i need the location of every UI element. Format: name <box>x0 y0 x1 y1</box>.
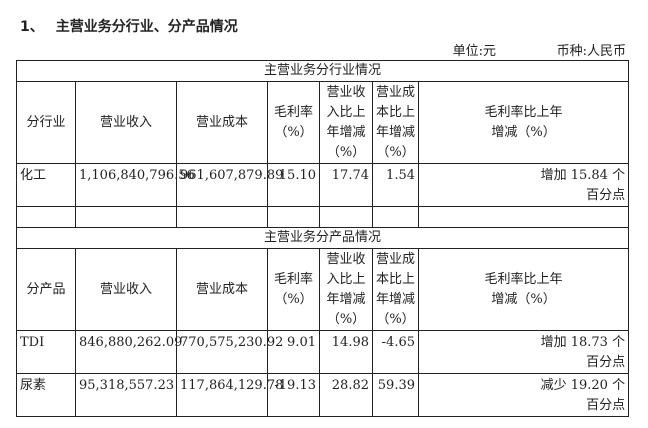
header-cell: 营业成本 <box>176 81 268 164</box>
row-name: TDI <box>16 330 76 374</box>
cost-cell: 770,575,230.92 <box>176 330 283 374</box>
revenue-cell: 1,106,840,796.56 <box>75 163 195 207</box>
cost-cell: 117,864,129.78 <box>176 373 283 417</box>
product-header-row: 分产品 营业收入 营业成本 毛利率（%） 营业收入比上年增减（%） 营业成本比上… <box>16 248 630 331</box>
margin-change-unit: 百分点 <box>586 398 626 413</box>
unit-label: 单位:元 <box>452 44 496 59</box>
margin-change-cell: 增加 18.73 个百分点 <box>417 330 630 374</box>
cost-change-cell: -4.65 <box>372 330 419 374</box>
cost-change-cell: 59.39 <box>372 373 419 417</box>
margin-change-unit: 百分点 <box>586 188 626 203</box>
row-name: 尿素 <box>16 373 76 417</box>
header-cell: 毛利率比上年增减（%） <box>417 81 630 164</box>
revenue-change-cell: 28.82 <box>319 373 373 417</box>
header-cell: 营业成本 <box>176 248 268 331</box>
cost-change-cell: 1.54 <box>372 163 419 207</box>
currency-label: 币种:人民币 <box>556 44 626 59</box>
margin-change-cell: 减少 19.20 个百分点 <box>417 373 630 417</box>
revenue-cell: 95,318,557.23 <box>75 373 177 417</box>
product-section-title: 主营业务分产品情况 <box>15 227 630 249</box>
header-cell: 毛利率（%） <box>267 81 320 164</box>
margin-change-cell: 增加 15.84 个百分点 <box>417 163 630 207</box>
header-cell: 营业收入 <box>75 81 177 164</box>
margin-change-text: 增加 15.84 个 <box>540 168 626 183</box>
header-cell: 毛利率（%） <box>267 248 320 331</box>
business-table: 主营业务分行业情况 分行业 营业收入 营业成本 毛利率（%） 营业收入比上年增减… <box>15 60 630 417</box>
table-row: 化工 1,106,840,796.56 961,607,879.89 15.10… <box>16 163 630 207</box>
empty-row <box>16 206 630 228</box>
heading-text: 主营业务分行业、分产品情况 <box>55 19 238 35</box>
header-cell: 营业收入比上年增减（%） <box>319 248 373 331</box>
cost-cell: 961,607,879.89 <box>176 163 283 207</box>
header-cell: 分行业 <box>16 81 76 164</box>
header-cell: 营业成本比上年增减（%） <box>372 81 419 164</box>
margin-cell: -19.13 <box>267 373 320 417</box>
revenue-cell: 846,880,262.09 <box>75 330 182 374</box>
revenue-change-cell: 17.74 <box>319 163 373 207</box>
margin-cell: 15.10 <box>267 163 320 207</box>
table-row: 尿素 95,318,557.23 117,864,129.78 -19.13 2… <box>16 373 630 417</box>
industry-section-title: 主营业务分行业情况 <box>15 60 630 82</box>
row-name: 化工 <box>16 163 76 207</box>
margin-cell: 9.01 <box>267 330 320 374</box>
header-cell: 营业收入 <box>75 248 177 331</box>
header-cell: 毛利率比上年增减（%） <box>417 248 630 331</box>
header-cell: 营业收入比上年增减（%） <box>319 81 373 164</box>
industry-header-row: 分行业 营业收入 营业成本 毛利率（%） 营业收入比上年增减（%） 营业成本比上… <box>16 81 630 164</box>
section-heading: 1、 主营业务分行业、分产品情况 <box>20 16 238 36</box>
header-cell: 分产品 <box>16 248 76 331</box>
margin-change-unit: 百分点 <box>586 355 626 370</box>
heading-number: 1、 <box>20 19 44 35</box>
table-row: TDI 846,880,262.09 770,575,230.92 9.01 1… <box>16 330 630 374</box>
header-cell: 营业成本比上年增减（%） <box>372 248 419 331</box>
revenue-change-cell: 14.98 <box>319 330 373 374</box>
margin-change-text: 增加 18.73 个 <box>540 335 626 350</box>
margin-change-text: 减少 19.20 个 <box>540 378 626 393</box>
